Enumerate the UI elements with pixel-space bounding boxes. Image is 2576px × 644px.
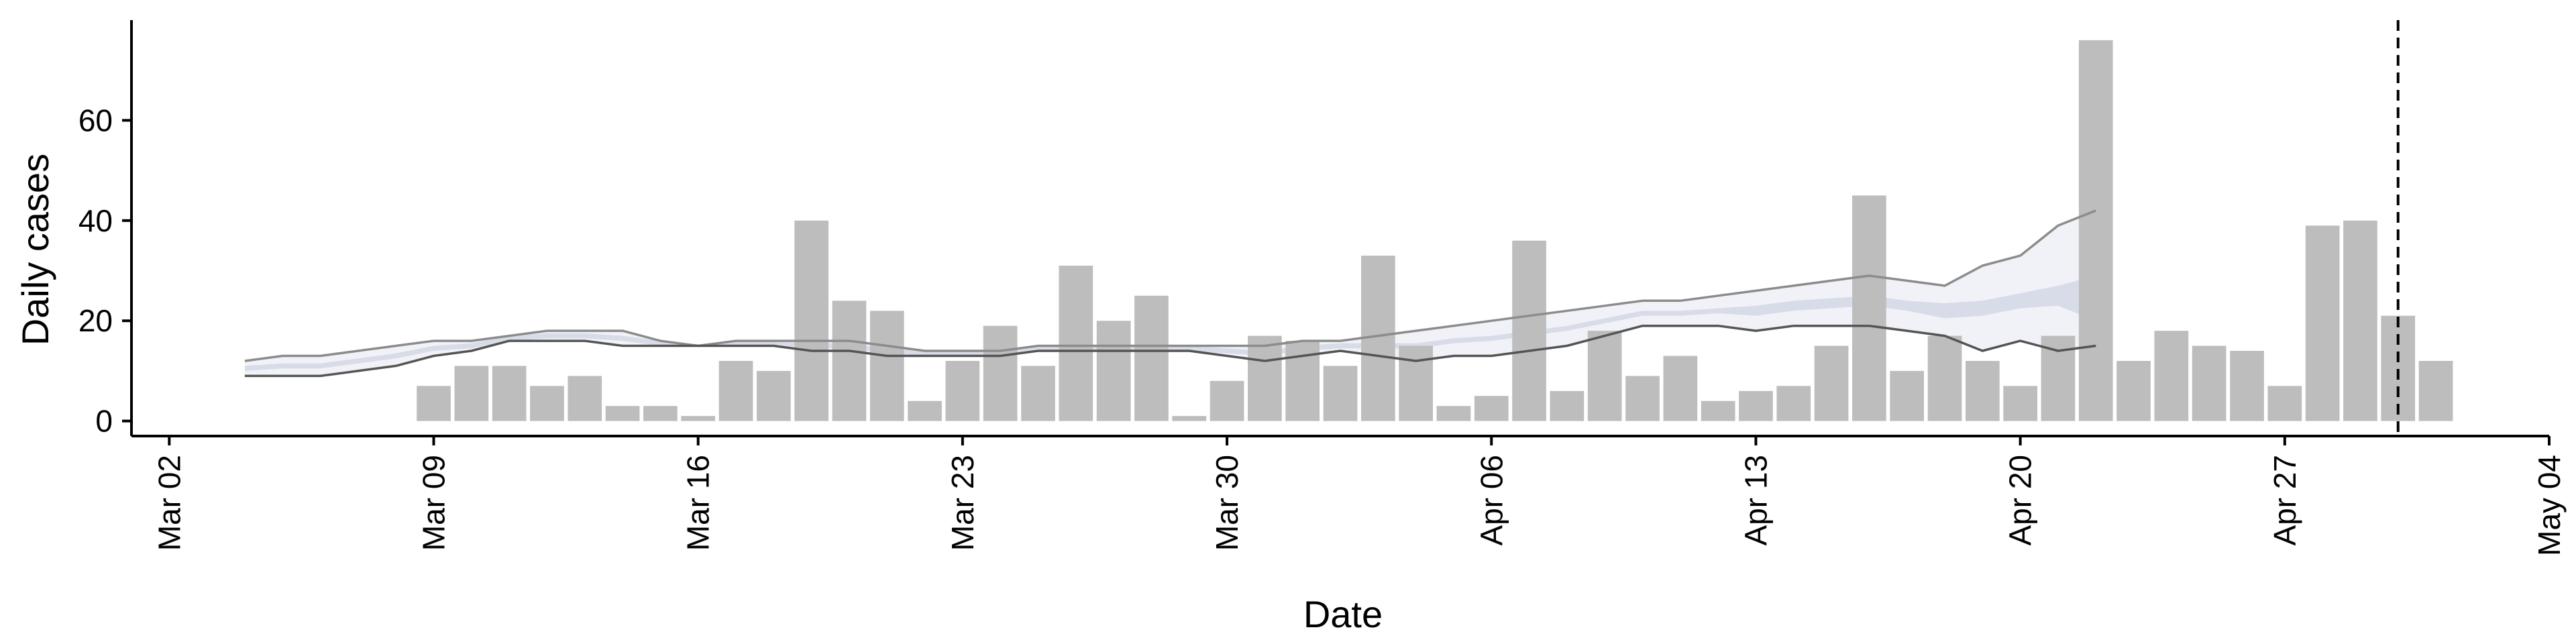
y-tick-label-0: 0 xyxy=(95,404,113,439)
x-tick-label-0: Mar 02 xyxy=(152,455,186,551)
bar-layer xyxy=(417,40,2453,421)
bar-18 xyxy=(1096,321,1131,421)
bar-10 xyxy=(794,220,828,421)
bar-32 xyxy=(1625,376,1660,421)
bar-22 xyxy=(1248,335,1282,421)
bar-48 xyxy=(2230,351,2264,421)
bar-1 xyxy=(454,366,489,421)
bar-31 xyxy=(1587,331,1622,421)
y-tick-label-1: 20 xyxy=(78,303,113,338)
bar-42 xyxy=(2003,386,2037,421)
y-tick-label-3: 60 xyxy=(78,103,113,138)
ribbon-upper-line xyxy=(244,209,2096,362)
bar-14 xyxy=(945,361,980,421)
bar-21 xyxy=(1210,380,1244,421)
bar-41 xyxy=(1966,361,2000,421)
x-tick-label-4: Mar 30 xyxy=(1210,455,1244,551)
bar-23 xyxy=(1285,341,1320,421)
y-tick-label-2: 40 xyxy=(78,203,113,238)
bar-5 xyxy=(605,406,640,421)
bar-47 xyxy=(2192,345,2226,421)
ribbon-lower-line xyxy=(244,324,2096,378)
bar-15 xyxy=(983,325,1018,421)
bar-29 xyxy=(1512,240,1546,421)
axis-layer: 0 20 40 60 Mar 02 Mar 09 Mar 16 Mar 23 Mar 30 Apr… xyxy=(78,20,2567,556)
bar-44 xyxy=(2078,40,2113,421)
bar-17 xyxy=(1059,266,1093,421)
bar-53 xyxy=(2418,361,2453,421)
bar-52 xyxy=(2381,315,2416,421)
bar-11 xyxy=(832,301,867,421)
x-tick-label-1: Mar 09 xyxy=(417,455,451,551)
y-axis-title: Daily cases xyxy=(14,154,56,345)
bar-24 xyxy=(1323,366,1358,421)
bar-39 xyxy=(1890,370,1924,421)
bar-16 xyxy=(1021,366,1055,421)
bar-27 xyxy=(1436,406,1471,421)
bar-34 xyxy=(1701,400,1735,421)
x-tick-label-6: Apr 13 xyxy=(1738,455,1773,546)
x-tick-label-3: Mar 23 xyxy=(945,455,980,551)
bar-38 xyxy=(1852,195,1886,421)
bar-26 xyxy=(1399,345,1433,421)
bar-40 xyxy=(1927,335,1962,421)
bar-33 xyxy=(1663,356,1698,421)
bar-35 xyxy=(1739,390,1773,421)
bar-6 xyxy=(643,406,678,421)
bar-9 xyxy=(757,370,791,421)
bar-50 xyxy=(2305,225,2340,421)
line-layer xyxy=(244,20,2400,436)
x-axis-title: Date xyxy=(1303,593,1383,635)
bar-30 xyxy=(1550,390,1585,421)
bar-46 xyxy=(2154,331,2189,421)
bar-2 xyxy=(492,366,527,421)
bar-8 xyxy=(718,361,753,421)
bar-19 xyxy=(1134,295,1169,421)
bar-3 xyxy=(530,386,564,421)
bar-37 xyxy=(1814,345,1849,421)
x-tick-label-2: Mar 16 xyxy=(681,455,716,551)
bar-4 xyxy=(568,376,602,421)
bar-0 xyxy=(417,386,451,421)
bar-28 xyxy=(1474,396,1509,421)
bar-20 xyxy=(1172,416,1207,421)
bar-45 xyxy=(2116,361,2151,421)
bar-51 xyxy=(2343,220,2377,421)
bar-12 xyxy=(869,311,904,421)
bar-7 xyxy=(681,416,715,421)
x-tick-label-5: Apr 06 xyxy=(1474,455,1509,546)
bar-49 xyxy=(2267,386,2302,421)
x-tick-label-9: May 04 xyxy=(2532,455,2567,556)
bar-13 xyxy=(908,400,942,421)
bar-36 xyxy=(1776,386,1811,421)
x-tick-label-7: Apr 20 xyxy=(2003,455,2038,546)
x-tick-label-8: Apr 27 xyxy=(2267,455,2302,546)
